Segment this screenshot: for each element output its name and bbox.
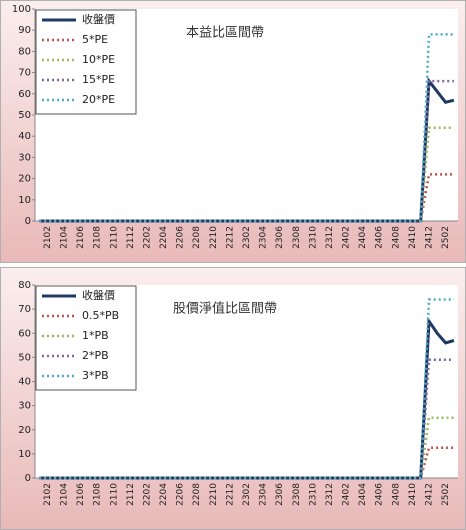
x-tick-label: 2210 <box>209 226 219 249</box>
x-tick-label: 2308 <box>292 226 302 249</box>
x-tick-label: 2110 <box>109 483 119 506</box>
y-tick-label: 60 <box>18 328 31 339</box>
x-tick-label: 2304 <box>259 226 269 249</box>
x-tick-label: 2108 <box>93 226 103 249</box>
x-tick-label: 2210 <box>209 483 219 506</box>
y-tick-label: 50 <box>18 352 31 363</box>
x-tick-label: 2410 <box>408 483 418 506</box>
x-tick-label: 2110 <box>109 226 119 249</box>
legend-label: 10*PE <box>82 53 115 66</box>
x-tick-label: 2502 <box>441 226 451 249</box>
y-tick-label: 0 <box>25 216 31 227</box>
legend-label: 20*PE <box>82 93 115 106</box>
legend-box <box>35 285 137 391</box>
x-tick-label: 2212 <box>225 226 235 249</box>
x-tick-label: 2208 <box>192 226 202 249</box>
x-tick-label: 2212 <box>225 483 235 506</box>
x-tick-label: 2502 <box>441 483 451 506</box>
legend-label: 收盤價 <box>82 12 115 26</box>
x-tick-label: 2202 <box>142 483 152 506</box>
x-tick-label: 2202 <box>142 226 152 249</box>
x-tick-label: 2402 <box>342 226 352 249</box>
y-tick-label: 0 <box>25 473 31 484</box>
legend-box <box>35 9 137 115</box>
x-tick-label: 2106 <box>76 226 86 249</box>
x-tick-label: 2102 <box>43 483 53 506</box>
x-tick-label: 2308 <box>292 483 302 506</box>
y-tick-label: 20 <box>18 174 31 185</box>
legend-label: 15*PE <box>82 73 115 86</box>
y-tick-label: 30 <box>18 152 31 163</box>
y-tick-label: 10 <box>18 195 31 206</box>
x-tick-label: 2204 <box>159 226 169 249</box>
x-tick-label: 2310 <box>308 483 318 506</box>
y-tick-label: 30 <box>18 401 31 412</box>
chart-title: 股價淨值比區間帶 <box>173 301 277 317</box>
chart-title: 本益比區間帶 <box>186 26 264 41</box>
legend-label: 1*PB <box>82 329 109 342</box>
y-tick-label: 70 <box>18 68 31 79</box>
x-tick-label: 2104 <box>60 226 70 249</box>
x-tick-label: 2112 <box>126 483 136 506</box>
x-tick-label: 2108 <box>93 483 103 506</box>
x-tick-label: 2408 <box>391 226 401 249</box>
x-tick-label: 2410 <box>408 226 418 249</box>
x-tick-label: 2208 <box>192 483 202 506</box>
x-tick-label: 2302 <box>242 226 252 249</box>
legend-label: 3*PB <box>82 369 109 382</box>
legend-label: 收盤價 <box>82 288 115 302</box>
y-tick-label: 90 <box>18 25 31 36</box>
legend-label: 0.5*PB <box>82 309 119 322</box>
y-tick-label: 80 <box>18 280 31 291</box>
x-tick-label: 2106 <box>76 483 86 506</box>
x-tick-label: 2306 <box>275 226 285 249</box>
x-tick-label: 2406 <box>375 483 385 506</box>
x-tick-label: 2112 <box>126 226 136 249</box>
y-tick-label: 10 <box>18 449 31 460</box>
x-tick-label: 2412 <box>424 483 434 506</box>
y-tick-label: 40 <box>18 131 31 142</box>
x-tick-label: 2206 <box>176 483 186 506</box>
x-tick-label: 2206 <box>176 226 186 249</box>
x-tick-label: 2304 <box>259 483 269 506</box>
x-tick-label: 2408 <box>391 483 401 506</box>
series-line <box>39 33 454 223</box>
x-tick-label: 2306 <box>275 483 285 506</box>
x-tick-label: 2312 <box>325 483 335 506</box>
series-line <box>39 298 454 480</box>
x-tick-label: 2204 <box>159 483 169 506</box>
x-tick-label: 2404 <box>358 483 368 506</box>
x-tick-label: 2406 <box>375 226 385 249</box>
x-tick-label: 2302 <box>242 483 252 506</box>
x-tick-label: 2404 <box>358 226 368 249</box>
x-tick-label: 2104 <box>60 483 70 506</box>
y-tick-label: 70 <box>18 304 31 315</box>
y-tick-label: 20 <box>18 425 31 436</box>
x-tick-label: 2412 <box>424 226 434 249</box>
y-tick-label: 100 <box>12 4 31 15</box>
y-tick-label: 80 <box>18 46 31 57</box>
x-tick-label: 2402 <box>342 483 352 506</box>
legend-label: 2*PB <box>82 349 109 362</box>
x-tick-label: 2102 <box>43 226 53 249</box>
x-tick-label: 2310 <box>308 226 318 249</box>
y-tick-label: 40 <box>18 377 31 388</box>
y-tick-label: 50 <box>18 110 31 121</box>
y-tick-label: 60 <box>18 89 31 100</box>
legend-label: 5*PE <box>82 33 108 46</box>
x-tick-label: 2312 <box>325 226 335 249</box>
